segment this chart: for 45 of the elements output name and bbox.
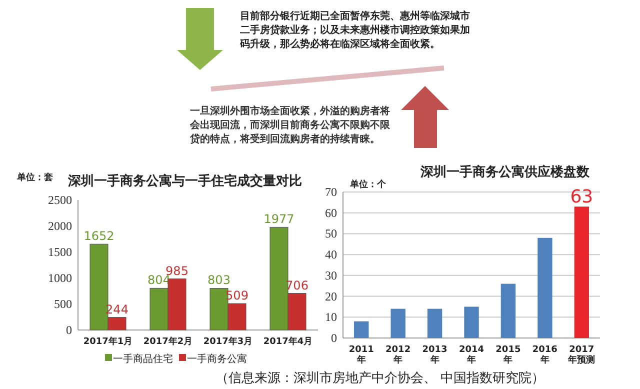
- x-tick-label: 2013年: [422, 345, 448, 366]
- x-tick-label: 2011年: [348, 345, 374, 366]
- data-label: 803: [208, 273, 230, 288]
- y-tick-label: 40: [325, 248, 337, 262]
- x-tick-label: 2015年: [496, 345, 521, 366]
- bar: [464, 306, 479, 338]
- x-tick-label: 2017年预测: [567, 345, 596, 366]
- chart-title: 深圳一手商务公寓供应楼盘数: [420, 164, 590, 180]
- bar: [354, 321, 369, 338]
- y-tick-label: 2500: [48, 193, 72, 207]
- y-tick-label: 2000: [48, 219, 72, 233]
- chart-title: 深圳一手商务公寓与一手住宅成交量对比: [67, 173, 302, 189]
- y-tick-label: 60: [325, 206, 337, 220]
- data-label: 1652: [84, 229, 114, 244]
- x-tick-label: 2016年: [532, 345, 558, 366]
- y-tick-label: 20: [325, 289, 337, 304]
- bar: [427, 308, 442, 338]
- x-tick-label: 2017年3月: [203, 336, 253, 347]
- y-tick-label: 0: [331, 331, 337, 345]
- bar: [538, 238, 552, 338]
- y-tick-label: 500: [54, 297, 72, 311]
- bar: [574, 206, 589, 338]
- x-tick-label: 2017年2月: [143, 336, 193, 347]
- data-label: 1977: [264, 212, 294, 226]
- legend-label: 一手商务公寓: [187, 353, 247, 365]
- y-tick-label: 10: [325, 310, 337, 324]
- text: 一旦深圳外围市场全面收紧，外溢的购房者将会出现回流，而深圳目前商务公寓不限购不限贷的特点，将受到回流购房者的持续青睐。: [190, 105, 391, 147]
- text: （信息来源：深圳市房地产中介协会、 中国指数研究院）: [214, 371, 546, 387]
- y-tick-label: 1000: [48, 271, 72, 285]
- legend-label: 一手商品住宅: [113, 353, 173, 365]
- bar: [390, 308, 406, 338]
- x-tick-label: 2012年: [386, 345, 411, 366]
- text: 目前部分银行近期已全面暂停东莞、惠州等临深城市二手房贷款业务；以及未来惠州楼市调控政策如果加码升级，那么势必将在临深区域将全面收紧。: [240, 10, 470, 52]
- y-tick-label: 30: [325, 268, 337, 282]
- bar: [500, 284, 516, 338]
- x-tick-label: 2017年4月: [263, 336, 313, 347]
- x-tick-label: 2017年1月: [83, 336, 133, 347]
- y-axis-title: 单位：个: [349, 179, 387, 190]
- y-tick-label: 70: [325, 185, 337, 199]
- y-tick-label: 50: [325, 226, 337, 241]
- y-tick-label: 1500: [48, 245, 72, 259]
- y-axis-title: 单位：套: [16, 172, 54, 183]
- data-label: 63: [570, 186, 594, 208]
- y-tick-label: 0: [66, 323, 72, 337]
- x-tick-label: 2014年: [458, 345, 484, 366]
